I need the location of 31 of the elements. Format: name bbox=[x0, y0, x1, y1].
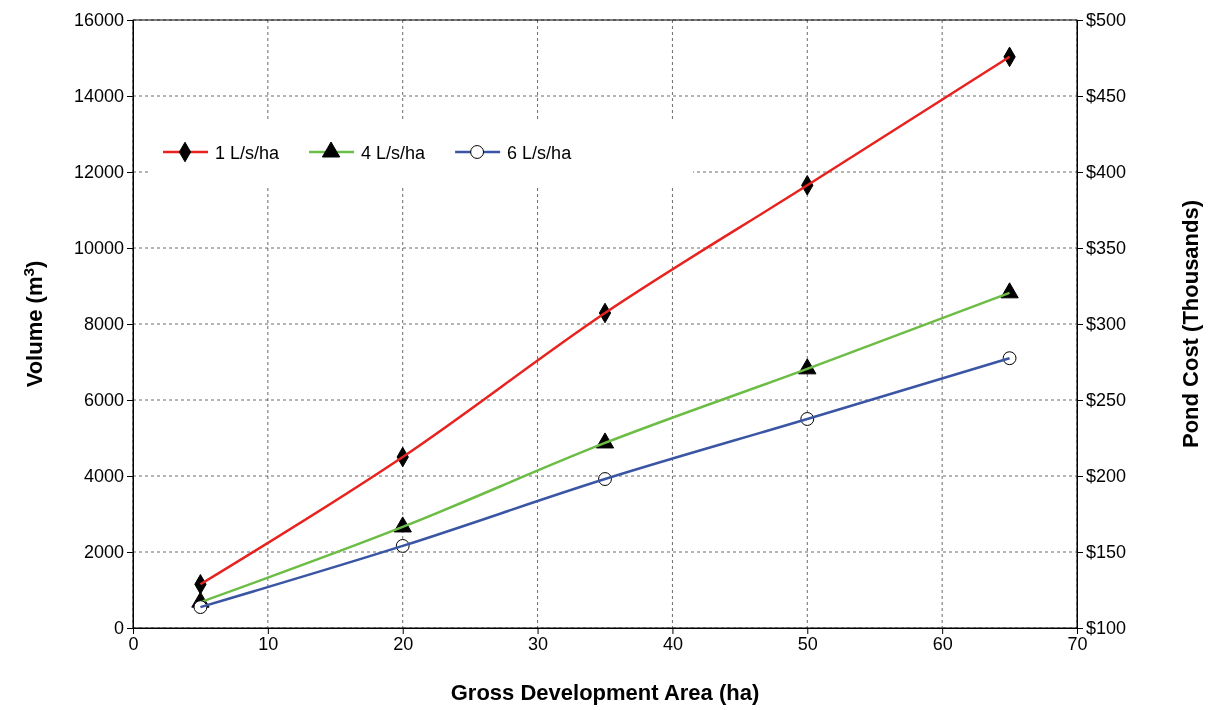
y-tick-label: 12000 bbox=[73, 162, 124, 183]
x-axis-title: Gross Development Area (ha) bbox=[450, 680, 760, 705]
x-tick-label: 50 bbox=[797, 633, 818, 654]
y2-tick-label: $300 bbox=[1086, 314, 1127, 335]
x-tick-label: 30 bbox=[528, 633, 549, 654]
legend-label: 6 L/s/ha bbox=[507, 143, 573, 163]
y-tick-label: 0 bbox=[113, 618, 124, 639]
y-tick-label: 16000 bbox=[73, 10, 124, 31]
x-tick-label: 20 bbox=[393, 633, 414, 654]
y2-tick-label: $350 bbox=[1086, 238, 1127, 259]
x-tick-label: 70 bbox=[1067, 633, 1088, 654]
legend-label: 4 L/s/ha bbox=[361, 143, 427, 163]
y-tick-label: 6000 bbox=[83, 390, 124, 411]
y2-tick-label: $100 bbox=[1086, 618, 1127, 639]
y-tick-label: 8000 bbox=[83, 314, 124, 335]
x-tick-label: 60 bbox=[932, 633, 953, 654]
x-tick-label: 40 bbox=[662, 633, 683, 654]
y2-tick-label: $500 bbox=[1086, 10, 1127, 31]
y-tick-label: 14000 bbox=[73, 86, 124, 107]
y-tick-label: 4000 bbox=[83, 466, 124, 487]
y2-axis-title: Pond Cost (Thousands) bbox=[1178, 199, 1203, 449]
x-tick-label: 0 bbox=[128, 633, 139, 654]
y2-tick-label: $150 bbox=[1086, 542, 1127, 563]
y2-tick-label: $400 bbox=[1086, 162, 1127, 183]
y-tick-label: 10000 bbox=[73, 238, 124, 259]
y2-tick-label: $450 bbox=[1086, 86, 1127, 107]
y-tick-label: 2000 bbox=[83, 542, 124, 563]
legend-label: 1 L/s/ha bbox=[215, 143, 281, 163]
x-tick-label: 10 bbox=[258, 633, 279, 654]
y2-tick-label: $200 bbox=[1086, 466, 1127, 487]
y2-tick-label: $250 bbox=[1086, 390, 1127, 411]
